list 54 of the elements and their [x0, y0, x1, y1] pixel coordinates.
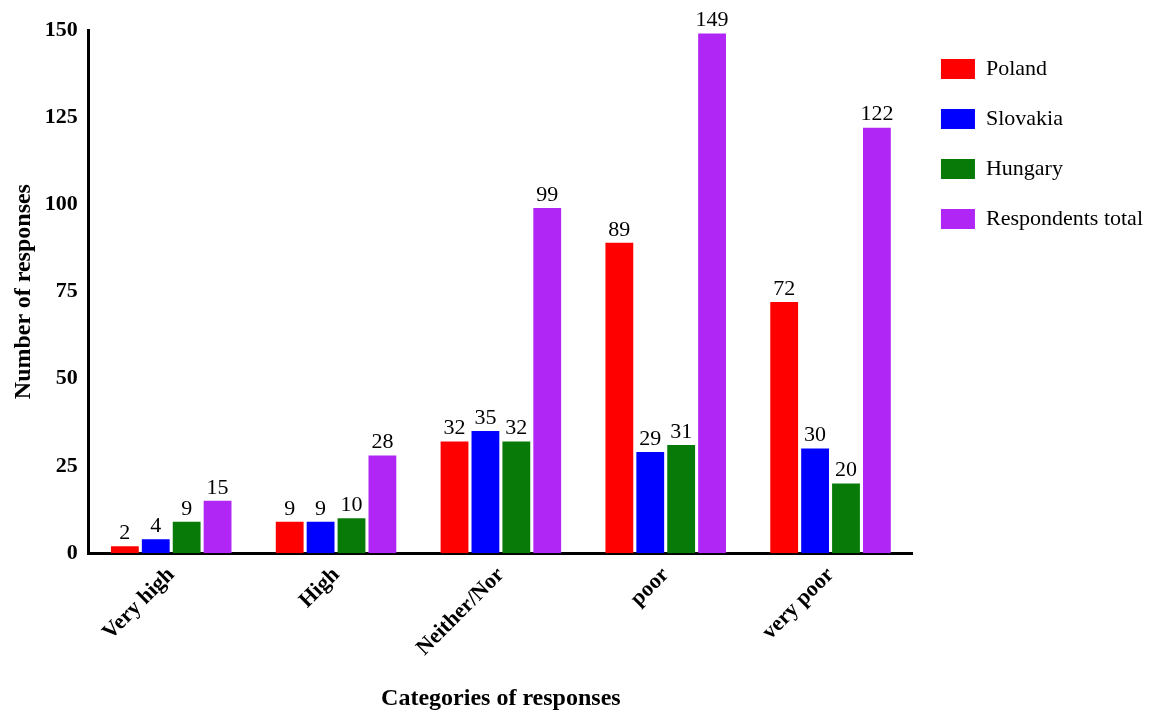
bar — [471, 431, 500, 554]
bar — [172, 521, 201, 554]
data-label: 122 — [860, 100, 894, 126]
data-label: 32 — [505, 414, 528, 440]
data-label: 72 — [773, 274, 796, 300]
bar — [667, 445, 696, 554]
data-label: 149 — [695, 6, 729, 32]
data-label: 4 — [150, 512, 162, 538]
data-label: 9 — [315, 494, 327, 520]
data-label: 28 — [371, 428, 394, 454]
bar — [801, 448, 829, 554]
data-label: 9 — [181, 494, 193, 520]
data-label: 35 — [474, 403, 497, 429]
data-label: 30 — [804, 421, 827, 447]
y-tick-label: 50 — [55, 364, 78, 390]
bar — [636, 452, 665, 554]
data-label: 20 — [835, 456, 857, 482]
bar — [605, 242, 634, 554]
bar — [203, 500, 232, 554]
data-label: 31 — [670, 417, 693, 443]
x-axis-title: Categories of responses — [381, 683, 621, 710]
bar — [141, 539, 170, 554]
bar — [832, 483, 860, 554]
bar — [770, 302, 799, 554]
bar — [368, 455, 397, 554]
bar — [533, 207, 562, 554]
y-tick-label: 100 — [44, 190, 78, 216]
data-label: 10 — [340, 491, 363, 517]
y-tick-label: 150 — [44, 15, 78, 41]
bar — [502, 441, 531, 554]
bar — [698, 33, 726, 554]
bar — [275, 521, 304, 554]
y-axis-title: Number of responses — [8, 184, 35, 400]
y-tick-label: 0 — [66, 538, 78, 564]
legend-label: Slovakia — [985, 104, 1064, 130]
data-label: 2 — [119, 519, 131, 544]
bar — [306, 521, 335, 554]
data-label: 89 — [608, 215, 631, 241]
data-label: 99 — [536, 180, 559, 206]
bar — [110, 546, 139, 554]
x-tick-label: Very high — [96, 561, 179, 644]
bar — [863, 127, 891, 554]
bar — [440, 441, 469, 554]
data-label: 9 — [284, 494, 296, 520]
legend-label: Respondents total — [985, 204, 1144, 230]
data-label: 15 — [206, 473, 229, 499]
y-tick-label: 75 — [55, 277, 78, 303]
y-tick-label: 125 — [44, 102, 78, 128]
data-label: 29 — [639, 424, 662, 450]
legend-label: Poland — [985, 54, 1048, 80]
y-tick-label: 25 — [55, 451, 78, 477]
data-label: 32 — [443, 414, 466, 440]
bar — [337, 518, 366, 554]
legend-label: Hungary — [985, 154, 1063, 180]
